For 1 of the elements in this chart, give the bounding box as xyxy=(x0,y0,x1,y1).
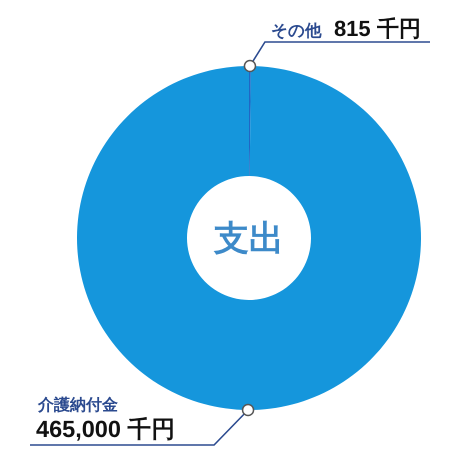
title: 支出 xyxy=(214,219,284,258)
